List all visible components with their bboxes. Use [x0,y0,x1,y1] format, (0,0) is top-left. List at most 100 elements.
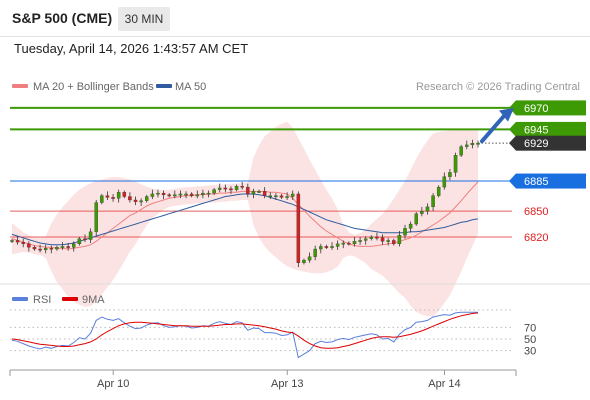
candle-body [156,192,160,195]
candle-body [100,195,104,203]
candle-body [111,197,115,199]
candle-body [133,199,138,202]
candle-body [139,200,143,203]
header-divider [0,36,590,37]
candle-body [436,186,441,196]
candle-body [268,195,273,198]
candle-body [116,192,121,199]
candle-body [307,256,312,261]
candle-body [313,248,317,257]
candle-body [290,193,295,197]
candle-body [10,240,14,242]
level-tag-6970 [516,100,586,116]
candle-body [94,202,98,232]
candle-body [425,206,430,212]
timeframe-button[interactable]: 30 MIN [118,7,170,31]
candle-body [330,246,334,248]
candle-body [380,237,385,242]
candle-body [27,243,31,248]
candle-body [167,194,171,197]
candle-body [470,143,475,146]
x-tick-label: Apr 10 [97,378,129,390]
candle-body [83,238,87,241]
candle-body [363,238,368,241]
candle-body [105,195,110,198]
rsi-legend: RSI 9MA [12,294,105,306]
candle-body [397,235,402,245]
candle-body [251,191,256,195]
candle-body [60,246,65,248]
candle-body [296,193,301,263]
candle-body [72,243,76,248]
candle-body [352,241,357,245]
candle-body [375,236,379,239]
candle-body [246,186,250,195]
candle-body [465,144,469,147]
rsi-line [11,311,478,359]
rsi-ma-legend-label: 9MA [82,294,105,306]
candle-body [240,186,244,188]
candle-body [279,195,284,198]
level-label-6885: 6885 [524,176,548,188]
candle-body [229,188,233,191]
candle-body [347,242,351,245]
level-tag-pointer-6970 [509,100,516,116]
level-tag-pointer-6945 [509,121,516,137]
instrument-title: S&P 500 (CME) [12,10,113,26]
candle-body [161,192,166,195]
candle-body [262,191,267,196]
candle-body [184,193,188,196]
ma20-legend-label: MA 20 + Bollinger Bands [33,81,154,93]
ma50-legend-label: MA 50 [175,81,206,93]
candle-body [212,189,216,194]
candle-body [476,143,480,145]
x-axis: Apr 10 Apr 13 Apr 14 [9,369,517,390]
x-tick-label: Apr 14 [428,378,460,390]
candle-body [324,246,329,248]
level-label-6929: 6929 [524,138,548,150]
candle-body [335,243,340,247]
rsi-tick-50: 50 [524,334,536,346]
candle-body [358,240,362,242]
candle-body [189,193,194,196]
candle-body [178,193,183,196]
candle-body [386,240,390,242]
candle-body [453,155,458,173]
level-tag-pointer-6929 [509,135,516,151]
candle-body [302,260,306,263]
rsi-legend-swatch [12,297,28,301]
candle-body [122,192,127,197]
timestamp: Tuesday, April 14, 2026 1:43:57 AM CET [14,41,249,56]
candle-body [217,187,222,190]
candle-body [38,248,42,251]
rsi-tick-70: 70 [524,322,536,334]
ma20-legend-swatch [12,84,28,88]
price-panel: 6970 6945 6929 6885 6850 6820 [10,100,586,317]
candle-body [55,247,59,250]
level-label-6945: 6945 [524,124,548,136]
copyright-label: Research © 2026 Trading Central [416,81,580,93]
candle-body [414,213,418,225]
candle-body [77,238,82,245]
candle-body [403,228,407,236]
candle-body [341,242,346,245]
candle-body [49,248,54,250]
forecast-arrow-shaft [480,112,507,144]
level-tag-6885 [516,173,586,189]
candle-body [128,196,132,201]
candle-body [201,192,205,195]
rsi-legend-label: RSI [33,294,51,306]
candle-body [15,240,20,243]
level-label-6970: 6970 [524,103,548,115]
candle-body [206,192,211,195]
candle-body [459,146,463,156]
chart-legend: MA 20 + Bollinger Bands MA 50 Research ©… [12,81,580,93]
candle-body [173,194,177,197]
candle-body [274,195,278,198]
candle-body [144,196,149,201]
candle-body [195,194,200,197]
level-label-6850: 6850 [524,206,548,218]
candle-body [88,231,93,240]
level-tag-6945 [516,121,586,137]
